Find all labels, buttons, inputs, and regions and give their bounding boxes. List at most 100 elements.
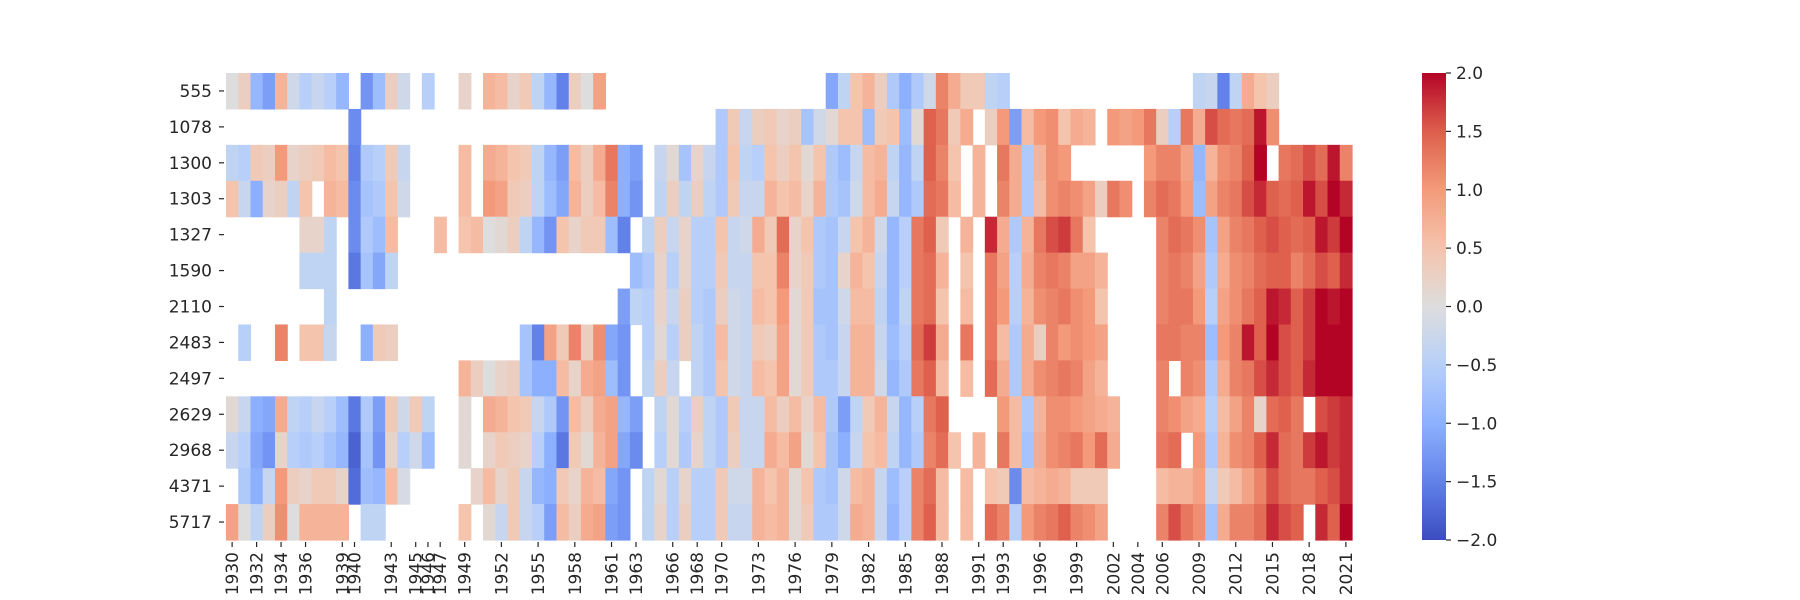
heatmap-cell xyxy=(1033,504,1047,541)
heatmap-cell xyxy=(617,432,631,469)
heatmap-cell xyxy=(1094,252,1108,290)
heatmap-cell xyxy=(1021,360,1035,397)
heatmap-cell xyxy=(948,108,961,146)
heatmap-cell xyxy=(397,180,411,218)
heatmap-cell xyxy=(250,468,264,505)
heatmap-cell xyxy=(262,504,276,541)
heatmap-cell xyxy=(1327,252,1341,290)
y-tick-label: 555 xyxy=(180,82,212,102)
heatmap-cell xyxy=(776,324,790,361)
heatmap-cell xyxy=(287,396,301,433)
heatmap-cell xyxy=(997,396,1010,433)
heatmap-cell xyxy=(568,73,582,110)
heatmap-cell xyxy=(789,144,802,182)
heatmap-cell xyxy=(740,144,753,182)
heatmap-cell xyxy=(789,396,802,433)
heatmap-cell xyxy=(984,324,998,361)
heatmap-cell xyxy=(654,288,668,326)
heatmap-cell xyxy=(519,73,533,110)
y-tick-label: 1590 xyxy=(169,262,212,282)
heatmap-cell xyxy=(470,216,484,254)
heatmap-cell xyxy=(960,252,974,290)
heatmap-cell xyxy=(311,396,325,433)
colorbar-ticks: 2.0 1.5 1.0 0.5 0.0 −0.5 −1.0 −1.5 −2.0 xyxy=(1446,64,1497,551)
heatmap-cell xyxy=(948,180,961,218)
heatmap-cell xyxy=(1217,360,1231,397)
heatmap-cell xyxy=(495,396,509,433)
heatmap-cell xyxy=(1327,324,1341,361)
heatmap-cell xyxy=(1315,504,1329,541)
heatmap-cell xyxy=(764,468,778,505)
heatmap-cell xyxy=(984,73,998,110)
heatmap-cell xyxy=(1168,288,1182,326)
heatmap-cell xyxy=(1033,432,1047,469)
heatmap-cell xyxy=(397,432,411,469)
heatmap-cell xyxy=(1303,252,1316,290)
heatmap-cell xyxy=(238,144,252,182)
heatmap-cell xyxy=(458,73,472,110)
heatmap-cell xyxy=(617,144,631,182)
heatmap-cell xyxy=(1033,396,1047,433)
heatmap-cell xyxy=(837,468,851,505)
heatmap-cell xyxy=(1278,288,1292,326)
heatmap-cell xyxy=(360,252,374,290)
heatmap-cell xyxy=(972,73,986,110)
heatmap-cell xyxy=(776,360,790,397)
heatmap-cell xyxy=(727,180,741,218)
heatmap-cell xyxy=(776,504,790,541)
heatmap-cell xyxy=(1082,396,1096,433)
heatmap-cell xyxy=(311,216,325,254)
heatmap-cell xyxy=(1241,216,1255,254)
heatmap-cell xyxy=(458,396,472,433)
heatmap-cell xyxy=(691,180,704,218)
heatmap-cell xyxy=(837,288,851,326)
heatmap-cell xyxy=(629,396,643,433)
heatmap-cell xyxy=(642,360,655,397)
heatmap-cell xyxy=(605,144,619,182)
heatmap-cell xyxy=(837,504,851,541)
colorbar-tick-label: 1.5 xyxy=(1456,122,1483,142)
heatmap-cell xyxy=(813,324,827,361)
heatmap-cell xyxy=(1327,468,1341,505)
heatmap-cell xyxy=(715,360,729,397)
heatmap-cell xyxy=(1229,360,1243,397)
heatmap-cell xyxy=(1266,180,1280,218)
heatmap-cell xyxy=(727,288,741,326)
heatmap-cell xyxy=(862,180,876,218)
heatmap-cell xyxy=(923,432,937,469)
heatmap-cell xyxy=(1094,504,1108,541)
heatmap-cell xyxy=(1254,504,1267,541)
heatmap-cell xyxy=(470,360,484,397)
heatmap-cell xyxy=(874,396,888,433)
heatmap-cell xyxy=(605,360,619,397)
heatmap-cell xyxy=(458,504,472,541)
heatmap-cell xyxy=(776,144,790,182)
heatmap-cell xyxy=(899,396,912,433)
heatmap-cell xyxy=(923,73,937,110)
heatmap-cell xyxy=(899,252,912,290)
heatmap-cell xyxy=(495,468,509,505)
heatmap-cell xyxy=(1094,360,1108,397)
heatmap-cell xyxy=(262,396,276,433)
heatmap-cell xyxy=(886,288,900,326)
heatmap-cell xyxy=(580,360,594,397)
x-tick-label: 1939 xyxy=(333,552,353,595)
heatmap-cell xyxy=(874,324,888,361)
heatmap-cell xyxy=(311,468,325,505)
y-tick-label: 1300 xyxy=(169,154,212,174)
heatmap-cell xyxy=(837,324,851,361)
heatmap-cell xyxy=(886,216,900,254)
heatmap-cell xyxy=(556,396,570,433)
heatmap-cell xyxy=(813,144,827,182)
x-tick-label: 1946 xyxy=(419,552,439,595)
heatmap-cell xyxy=(519,144,533,182)
heatmap-cell xyxy=(801,252,815,290)
heatmap-cell xyxy=(348,216,362,254)
heatmap-cell xyxy=(642,324,655,361)
heatmap-cell xyxy=(299,73,313,110)
heatmap-cell xyxy=(764,108,778,146)
heatmap-cell xyxy=(935,288,949,326)
heatmap-cell xyxy=(336,73,349,110)
heatmap-cell xyxy=(1266,252,1280,290)
heatmap-cell xyxy=(1315,216,1329,254)
